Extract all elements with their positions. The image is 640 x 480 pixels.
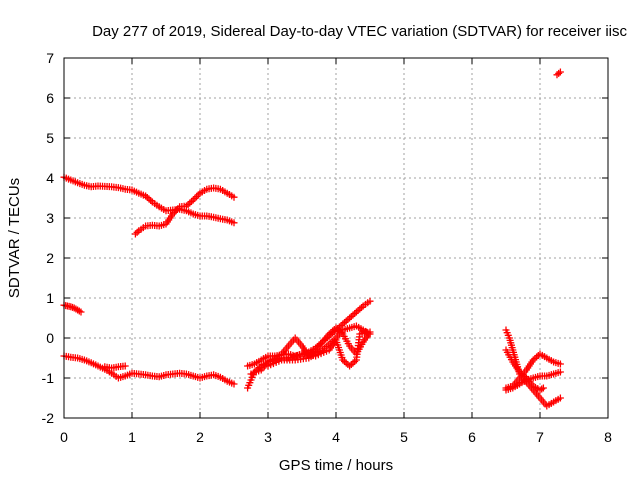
x-tick-label: 7 — [536, 429, 544, 445]
plot-border — [63, 57, 609, 419]
series-track-b-upper — [131, 184, 238, 238]
x-tick-label: 1 — [128, 429, 136, 445]
grid — [64, 58, 608, 418]
data-point — [539, 384, 547, 392]
series-track-d-lower — [60, 352, 238, 388]
data-point-dense — [191, 194, 199, 202]
data-point — [121, 362, 129, 370]
data-point — [556, 394, 564, 402]
y-ticks: -2 -1 0 1 2 3 4 5 6 7 — [42, 50, 608, 426]
x-tick-label: 8 — [604, 429, 612, 445]
data-point — [556, 360, 564, 368]
data-point — [556, 368, 564, 376]
series-track-i-mid-4 — [264, 322, 374, 370]
y-tick-label: 3 — [46, 210, 54, 226]
data-point — [131, 230, 139, 238]
y-tick-label: 4 — [46, 170, 54, 186]
y-tick-label: 5 — [46, 130, 54, 146]
x-tick-label: 0 — [60, 429, 68, 445]
y-tick-label: -1 — [42, 370, 55, 386]
y-axis-title: SDTVAR / TECUs — [6, 178, 23, 298]
y-tick-label: 6 — [46, 90, 54, 106]
data-point — [556, 68, 564, 76]
x-axis-title: GPS time / hours — [279, 457, 393, 474]
x-tick-label: 3 — [264, 429, 272, 445]
x-tick-label: 4 — [332, 429, 340, 445]
series-track-e-lower-short — [101, 362, 129, 372]
series-track-a-upper — [60, 173, 238, 227]
data-point-dense — [538, 385, 546, 393]
x-tick-label: 5 — [400, 429, 408, 445]
y-tick-label: -2 — [42, 410, 55, 426]
data-point — [230, 193, 238, 201]
data-point-dense — [555, 69, 563, 77]
y-tick-label: 0 — [46, 330, 54, 346]
series-track-h-mid-3 — [247, 328, 371, 378]
series-track-l-right-3 — [502, 368, 564, 394]
series-track-f-mid-1 — [244, 297, 374, 392]
data-point — [77, 308, 85, 316]
data-points — [60, 68, 564, 410]
data-point-dense — [193, 193, 201, 201]
data-point — [366, 330, 374, 338]
x-tick-label: 6 — [468, 429, 476, 445]
data-point — [230, 380, 238, 388]
data-point-dense — [133, 228, 141, 236]
series-track-j-right-1 — [502, 326, 564, 410]
y-tick-label: 7 — [46, 50, 54, 66]
x-tick-label: 2 — [196, 429, 204, 445]
chart-title: Day 277 of 2019, Sidereal Day-to-day VTE… — [92, 23, 627, 40]
data-point — [366, 297, 374, 305]
series-track-c-short — [60, 301, 85, 316]
y-tick-label: 2 — [46, 250, 54, 266]
data-point — [230, 219, 238, 227]
series-track-m-right-4 — [502, 346, 547, 394]
y-tick-label: 1 — [46, 290, 54, 306]
series-track-n-outlier — [553, 68, 564, 79]
